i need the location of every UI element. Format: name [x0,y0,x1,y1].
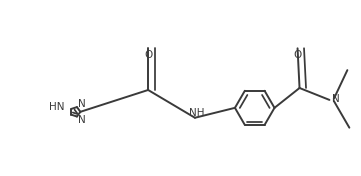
Text: N: N [78,115,86,125]
Text: N: N [332,94,340,104]
Text: HN: HN [49,102,65,112]
Text: N: N [78,99,86,109]
Text: O: O [293,50,302,60]
Text: NH: NH [189,108,204,118]
Text: O: O [144,50,152,60]
